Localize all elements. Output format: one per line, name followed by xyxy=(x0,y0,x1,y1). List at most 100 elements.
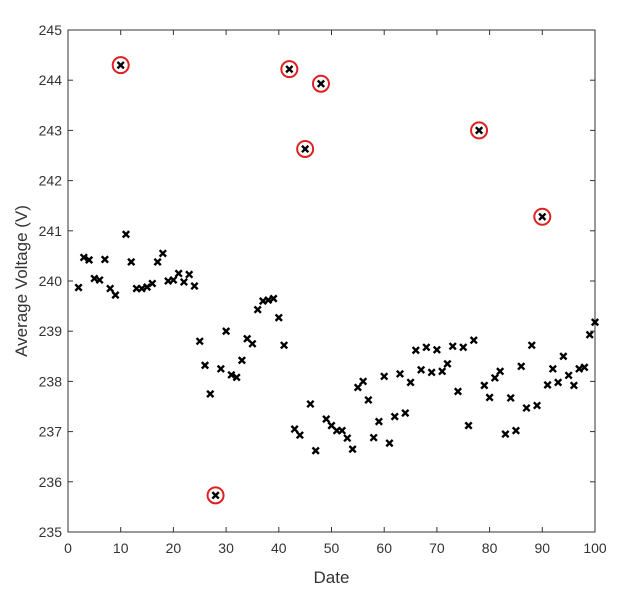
data-point xyxy=(153,257,162,266)
data-points xyxy=(74,61,600,500)
data-point xyxy=(185,270,194,279)
x-tick-label: 90 xyxy=(535,540,551,556)
outlier-ring xyxy=(280,60,299,79)
data-point xyxy=(195,337,204,346)
outlier-ring xyxy=(311,74,330,93)
data-point xyxy=(95,275,104,285)
data-point xyxy=(364,395,373,405)
data-point xyxy=(169,275,178,285)
data-point xyxy=(290,425,299,434)
data-point xyxy=(527,341,536,350)
y-tick-label: 240 xyxy=(39,273,63,289)
data-point xyxy=(85,255,94,264)
data-point xyxy=(306,399,315,409)
outlier-ring xyxy=(470,121,489,140)
data-point xyxy=(353,383,362,392)
data-point xyxy=(543,380,552,389)
x-tick-label: 30 xyxy=(218,540,234,556)
data-point xyxy=(554,378,563,387)
data-point xyxy=(496,367,505,376)
data-point xyxy=(111,291,120,300)
data-point xyxy=(348,445,357,454)
data-point xyxy=(538,212,547,221)
data-point xyxy=(227,370,236,379)
y-tick-label: 245 xyxy=(39,22,63,38)
x-tick-label: 60 xyxy=(376,540,392,556)
data-point xyxy=(216,364,225,373)
data-point xyxy=(438,367,447,376)
data-point xyxy=(548,364,557,373)
data-point xyxy=(511,426,520,435)
outlier-ring xyxy=(533,207,552,226)
y-tick-label: 243 xyxy=(39,122,63,138)
data-point xyxy=(316,79,326,88)
data-point xyxy=(137,284,146,293)
data-point xyxy=(211,491,220,500)
data-point xyxy=(422,343,431,352)
data-point xyxy=(532,401,542,410)
data-point xyxy=(121,230,131,239)
y-axis-title: Average Voltage (V) xyxy=(12,205,31,357)
data-point xyxy=(590,318,600,327)
data-point xyxy=(116,61,125,70)
data-point xyxy=(200,361,210,370)
data-point xyxy=(469,336,478,345)
data-point xyxy=(100,255,109,264)
y-tick-label: 237 xyxy=(39,424,63,440)
y-axis: 235 236 237 238 239 240 241 242 243 244 245 xyxy=(39,22,595,540)
data-point xyxy=(411,346,420,355)
data-point xyxy=(427,368,436,377)
x-tick-label: 10 xyxy=(113,540,129,556)
y-tick-label: 238 xyxy=(39,373,63,389)
data-point xyxy=(343,434,352,443)
plot-area xyxy=(67,29,600,533)
data-point xyxy=(74,283,83,292)
data-point xyxy=(359,377,368,386)
data-point xyxy=(179,277,188,287)
data-point xyxy=(174,269,183,278)
data-point xyxy=(301,144,310,154)
data-point xyxy=(406,378,415,387)
data-point xyxy=(575,364,584,373)
data-point xyxy=(580,363,589,372)
data-point xyxy=(285,65,294,74)
data-point xyxy=(490,373,499,382)
data-point xyxy=(564,371,573,380)
data-point xyxy=(280,341,289,350)
data-point xyxy=(79,253,88,262)
data-point xyxy=(269,294,278,303)
data-point xyxy=(522,403,531,413)
data-point xyxy=(311,446,320,455)
x-tick-label: 0 xyxy=(64,540,72,556)
data-point xyxy=(237,356,246,365)
data-point xyxy=(506,393,515,403)
data-point xyxy=(369,433,378,442)
data-point xyxy=(127,257,136,266)
data-point xyxy=(453,387,463,396)
data-point xyxy=(517,362,526,371)
data-point xyxy=(485,393,494,402)
data-point xyxy=(222,327,231,336)
x-tick-label: 80 xyxy=(482,540,498,556)
y-tick-label: 239 xyxy=(39,323,63,339)
data-point xyxy=(464,421,473,430)
data-point xyxy=(206,389,215,398)
x-tick-label: 40 xyxy=(271,540,287,556)
outlier-ring xyxy=(111,56,130,75)
outlier-ring xyxy=(296,139,315,158)
data-point xyxy=(380,372,389,381)
data-point xyxy=(190,281,199,291)
data-point xyxy=(585,330,594,339)
data-point xyxy=(295,431,304,440)
x-axis: 0 10 20 30 40 50 60 70 80 90 100 xyxy=(64,30,607,556)
x-axis-title: Date xyxy=(314,568,350,587)
data-point xyxy=(264,296,273,305)
data-point xyxy=(158,249,167,258)
data-point xyxy=(106,284,115,293)
data-point xyxy=(322,415,331,424)
data-point xyxy=(432,345,441,354)
outlier-rings xyxy=(111,56,552,505)
data-point xyxy=(253,305,262,314)
data-point xyxy=(401,408,410,418)
